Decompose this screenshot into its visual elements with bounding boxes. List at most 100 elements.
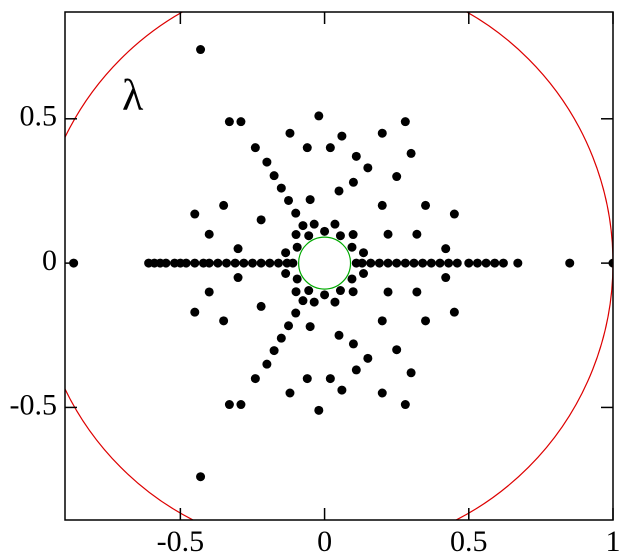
point [285, 128, 295, 138]
point [406, 148, 416, 158]
point [383, 229, 393, 239]
point [256, 258, 266, 268]
point [334, 330, 344, 340]
point [472, 258, 482, 268]
point [320, 226, 330, 236]
point [337, 131, 347, 141]
point [359, 269, 369, 279]
point [444, 258, 454, 268]
point [305, 322, 315, 332]
x-tick-label: 0.5 [450, 525, 488, 557]
point [441, 244, 451, 254]
point [309, 297, 319, 307]
point [285, 388, 295, 398]
y-tick-label: 0 [42, 244, 57, 277]
point [256, 301, 266, 311]
point [421, 316, 431, 326]
point [441, 273, 451, 283]
point [351, 365, 361, 375]
point [377, 388, 387, 398]
point [363, 353, 373, 363]
point [347, 242, 357, 252]
point [320, 290, 330, 300]
point [498, 258, 508, 268]
point [449, 307, 459, 317]
point [406, 368, 416, 378]
plot-frame [64, 11, 614, 521]
point [204, 258, 214, 268]
annotation: λ [122, 71, 144, 120]
x-tick-label: 1 [606, 525, 621, 557]
point [204, 287, 214, 297]
point [276, 333, 286, 343]
reference-circle [298, 236, 352, 290]
point [314, 111, 324, 121]
point [284, 195, 294, 205]
point [314, 405, 324, 415]
point [196, 472, 206, 482]
point [161, 258, 171, 268]
point [291, 230, 301, 240]
point [335, 286, 345, 296]
point [224, 117, 234, 127]
point [347, 274, 357, 284]
point [348, 339, 358, 349]
point [269, 346, 279, 356]
point [490, 258, 500, 268]
point [392, 345, 402, 355]
point [222, 258, 232, 268]
point [250, 374, 260, 384]
point [426, 258, 436, 268]
point [181, 258, 191, 268]
point [298, 221, 308, 231]
point [377, 200, 387, 210]
point [291, 208, 301, 218]
point [291, 287, 301, 297]
point [363, 163, 373, 173]
point [190, 209, 200, 219]
point [304, 286, 314, 296]
point [481, 258, 491, 268]
point [190, 258, 200, 268]
point [400, 400, 410, 410]
point [325, 143, 335, 153]
point [334, 186, 344, 196]
x-tick-label: -0.5 [157, 525, 205, 557]
point [359, 248, 369, 258]
point [513, 258, 523, 268]
point [400, 117, 410, 127]
point [219, 200, 229, 210]
point [351, 258, 361, 268]
point [213, 258, 223, 268]
point [418, 258, 428, 268]
point [204, 229, 214, 239]
point [233, 244, 243, 254]
point [190, 307, 200, 317]
point [302, 143, 312, 153]
point [348, 287, 358, 297]
point [464, 258, 474, 268]
point [256, 215, 266, 225]
point [412, 229, 422, 239]
point [392, 172, 402, 182]
point [309, 219, 319, 229]
point [236, 117, 246, 127]
y-tick-label: 0.5 [20, 100, 58, 133]
point [449, 209, 459, 219]
x-tick-label: 0 [317, 525, 332, 557]
point [273, 258, 283, 268]
point [302, 374, 312, 384]
point [292, 242, 302, 252]
point [239, 258, 249, 268]
point [230, 258, 240, 268]
point [377, 316, 387, 326]
point [335, 231, 345, 241]
point [348, 177, 358, 187]
point [374, 258, 384, 268]
point [233, 273, 243, 283]
point [383, 287, 393, 297]
y-tick-label: -0.5 [10, 388, 58, 421]
point [409, 258, 419, 268]
point [452, 258, 462, 268]
point [377, 128, 387, 138]
